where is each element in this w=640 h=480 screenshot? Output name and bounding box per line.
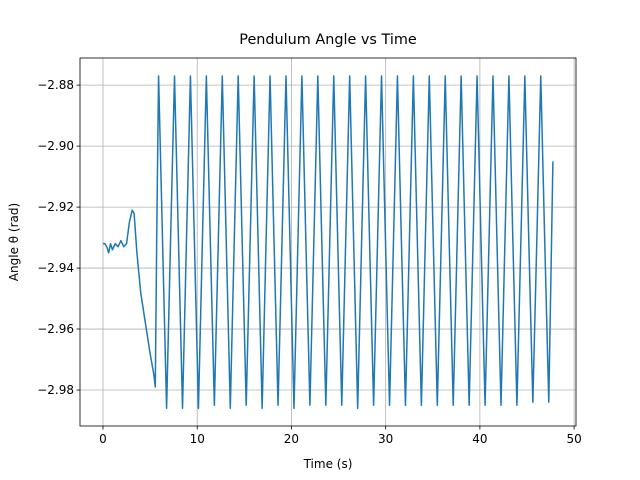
x-axis-label: Time (s) (303, 457, 353, 471)
x-tick-label: 20 (284, 432, 299, 446)
x-tick-label: 40 (472, 432, 487, 446)
y-tick-label: −2.90 (37, 139, 74, 153)
x-tick-label: 30 (378, 432, 393, 446)
x-tick-label: 50 (566, 432, 581, 446)
y-tick-label: −2.96 (37, 322, 74, 336)
y-tick-label: −2.92 (37, 200, 74, 214)
chart-title: Pendulum Angle vs Time (239, 32, 417, 48)
y-tick-label: −2.88 (37, 78, 74, 92)
y-tick-label: −2.94 (37, 261, 74, 275)
x-tick-label: 0 (99, 432, 107, 446)
data-line (102, 75, 554, 410)
y-tick-label: −2.98 (37, 383, 74, 397)
y-axis-label: Angle θ (rad) (7, 203, 21, 281)
x-tick-label: 10 (190, 432, 205, 446)
plot-frame (79, 57, 577, 427)
